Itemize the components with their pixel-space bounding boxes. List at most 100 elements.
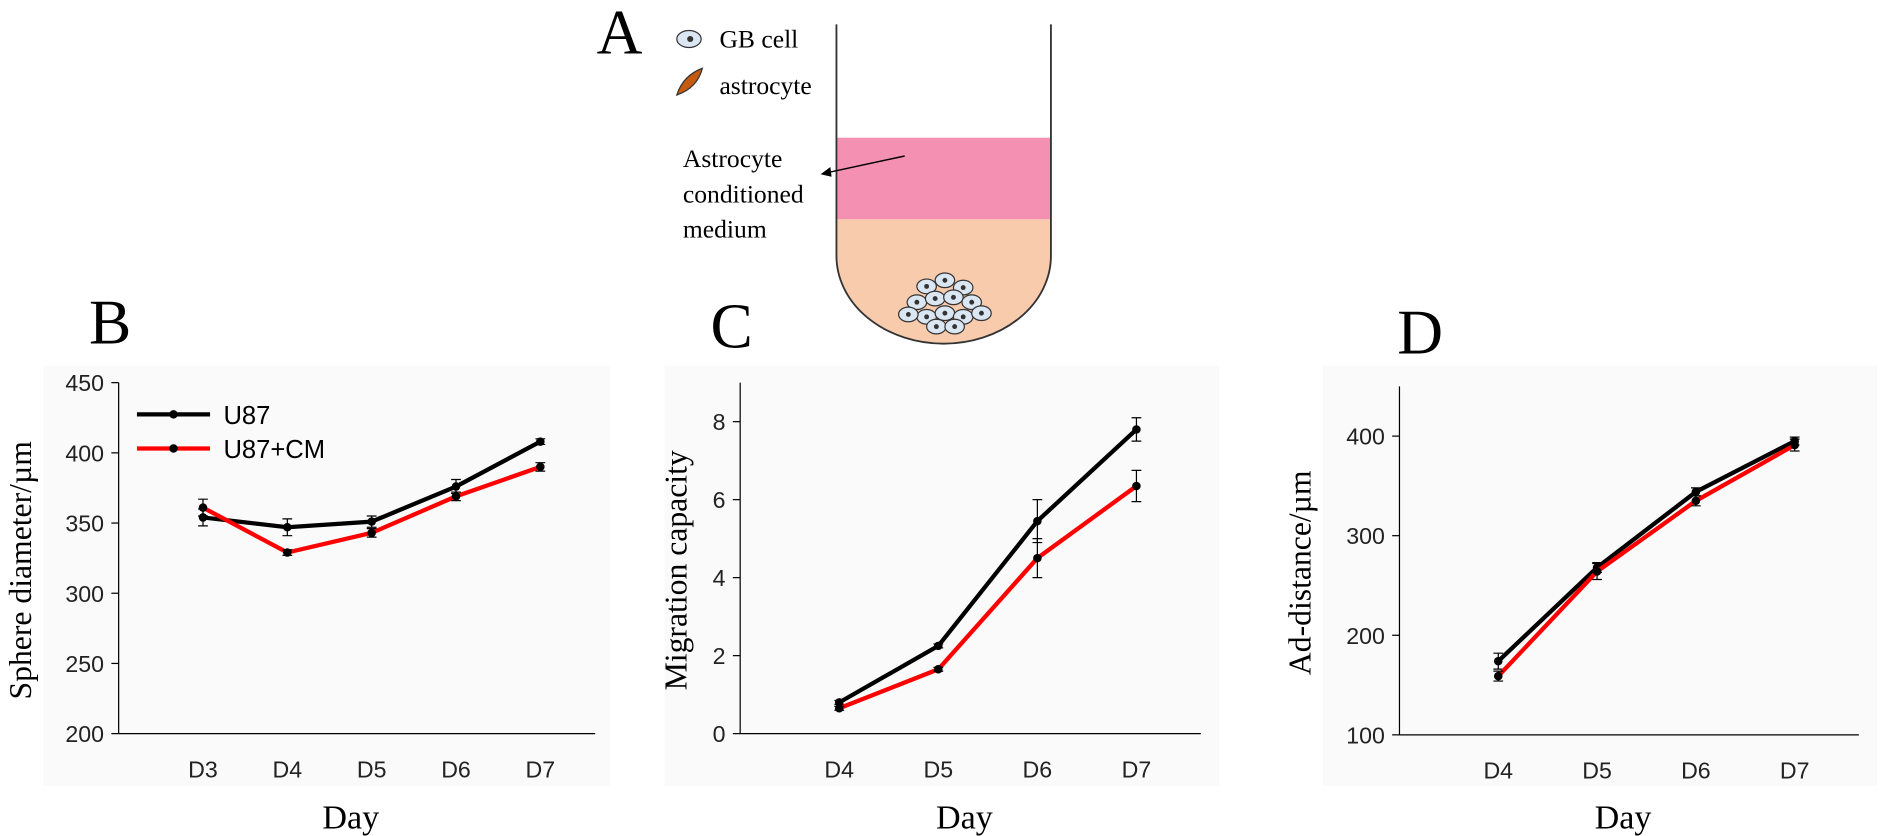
x-tick-label: D3 [188,757,218,783]
series-line [838,484,1138,711]
y-tick-label: 200 [65,721,104,747]
marker [283,548,292,557]
nucleus [951,294,956,300]
y-axis-title: Sphere diameter/µm [3,441,38,700]
cell-cluster [897,272,992,335]
marker [1691,496,1701,506]
y-axis-title: Migration capacity [659,450,694,690]
panel-letter: D [1397,297,1443,367]
x-tick-label: D4 [273,757,303,783]
arrow [825,155,905,174]
nucleus [960,314,966,320]
plot-background [1322,365,1878,787]
x-axis-title: Day [936,800,993,836]
legend-text: GB cell [719,25,798,54]
y-tick-label: 300 [1346,523,1385,549]
arrow-head [820,166,832,177]
marker [1592,567,1602,576]
nucleus [924,314,930,320]
nucleus [932,296,938,302]
y-tick-label: 200 [1346,623,1385,649]
marker [1033,516,1042,526]
marker [367,528,376,538]
marker [1494,671,1503,681]
nucleus [942,310,948,316]
series-line [1496,439,1796,663]
marker [934,641,943,651]
y-tick-label: 350 [65,511,104,537]
y-tick-label: 6 [713,487,726,513]
y-tick-label: 450 [65,370,104,396]
panel-letter: A [597,0,643,68]
y-tick-label: 100 [1346,722,1385,748]
x-tick-label: D7 [526,757,556,783]
marker [1132,425,1141,434]
y-tick-label: 400 [65,440,104,466]
cm-layer [836,137,1051,220]
x-tick-label: D5 [1582,758,1612,784]
x-axis-title: Day [322,800,379,836]
x-tick-label: D5 [357,757,387,783]
x-tick-label: D4 [824,757,854,783]
x-tick-label: D6 [1681,758,1711,784]
marker [451,492,461,501]
legend-marker [169,444,178,453]
nucleus [933,324,939,330]
legend-marker [169,410,178,419]
panel-a: A GB cell astrocyte Astrocyte conditione… [597,0,1052,345]
marker [198,503,208,512]
nucleus [952,324,958,330]
nucleus [942,277,948,283]
tube [835,24,1052,345]
nucleus [960,285,966,291]
y-tick-label: 4 [713,565,726,591]
annotation: medium [683,215,767,244]
marker [451,482,461,491]
y-axis-title: Ad-distance/µm [1283,470,1318,675]
y-tick-label: 8 [713,409,726,435]
x-tick-label: D7 [1780,758,1810,784]
legend-label: U87+CM [223,436,325,464]
annotation: Astrocyte [683,144,782,173]
gb-cell-nucleus [687,35,694,43]
astrocyte-icon [675,67,704,97]
marker [834,704,844,713]
x-tick-label: D7 [1122,757,1152,783]
x-tick-label: D5 [924,757,954,783]
x-tick-label: D6 [441,757,471,783]
plot-background [43,365,610,787]
marker [1790,440,1799,450]
panel-letter: C [711,291,753,361]
marker [536,437,545,446]
nucleus [905,311,911,317]
marker [1494,656,1503,666]
y-tick-label: 250 [65,651,104,677]
legend-text: astrocyte [719,71,811,100]
legend-label: U87 [223,402,270,430]
x-tick-label: D4 [1483,758,1513,784]
series-line [1496,443,1796,678]
nucleus [969,299,975,305]
marker [198,513,208,522]
panel-letter: B [89,288,131,358]
marker [1033,553,1042,563]
nucleus [979,310,984,316]
marker [934,665,943,674]
marker [283,522,292,532]
marker [536,462,545,472]
marker [834,698,844,707]
series-line [838,427,1138,705]
y-tick-label: 300 [65,581,104,607]
x-tick-label: D6 [1023,757,1053,783]
nucleus [924,283,930,289]
y-tick-label: 0 [713,721,726,747]
annotation: conditioned [683,179,804,208]
y-tick-label: 400 [1346,424,1385,450]
nucleus [914,299,920,305]
marker [1132,481,1141,491]
x-axis-title: Day [1595,800,1652,836]
marker [367,517,376,526]
y-tick-label: 2 [713,643,726,669]
